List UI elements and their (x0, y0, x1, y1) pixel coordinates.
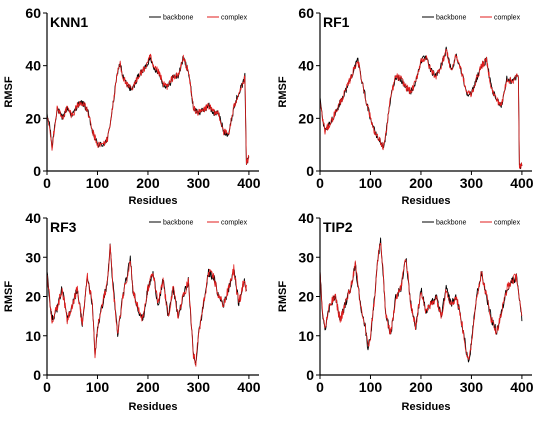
series-line-backbone (46, 56, 250, 165)
chart-panel-rf1: 0 100 200 300 400 0 20 40 60 RF1 Residues RMSF backb… (277, 5, 534, 207)
legend-label-complex: complex (221, 15, 248, 22)
panel-title: TIP2 (323, 219, 353, 235)
x-tick-label: 300 (460, 175, 484, 191)
legend-label-backbone: backbone (436, 15, 466, 22)
x-axis-label: Residues (129, 195, 178, 207)
y-tick-label: 0 (306, 367, 314, 383)
series-line-complex (46, 244, 247, 367)
series-line-complex (319, 48, 523, 169)
legend-label-backbone: backbone (163, 220, 193, 227)
y-axis-label: RMSF (277, 281, 289, 312)
y-tick-label: 40 (298, 210, 314, 226)
series-line-backbone (319, 237, 523, 363)
series-line-complex (319, 242, 523, 360)
y-tick-label: 10 (25, 328, 41, 344)
y-tick-label: 40 (25, 210, 41, 226)
x-tick-label: 0 (316, 379, 324, 395)
x-tick-label: 0 (43, 175, 51, 191)
y-tick-label: 0 (33, 367, 41, 383)
x-tick-label: 200 (409, 175, 433, 191)
x-tick-label: 300 (187, 379, 211, 395)
y-tick-label: 30 (25, 249, 41, 265)
y-tick-label: 20 (298, 289, 314, 305)
x-tick-label: 0 (43, 379, 51, 395)
x-tick-label: 100 (86, 379, 110, 395)
chart-panel-tip2: 0 100 200 300 400 0 10 20 30 40 TIP2 Residues RMSF ba… (277, 210, 534, 413)
y-tick-label: 60 (298, 5, 314, 21)
x-tick-label: 400 (510, 175, 534, 191)
x-tick-label: 300 (187, 175, 211, 191)
x-axis-label: Residues (129, 401, 178, 413)
y-axis-label: RMSF (277, 76, 289, 107)
y-tick-label: 40 (25, 58, 41, 74)
x-tick-label: 400 (510, 379, 534, 395)
y-tick-label: 30 (298, 249, 314, 265)
x-tick-label: 400 (237, 379, 261, 395)
legend-label-complex: complex (221, 220, 248, 227)
chart-panel-knn1: 0 100 200 300 400 0 20 40 60 KNN1 Residues RMSF back… (3, 5, 261, 207)
series-line-backbone (46, 243, 247, 366)
y-tick-label: 60 (25, 5, 41, 21)
panel-title: RF1 (323, 14, 350, 30)
legend-label-complex: complex (494, 15, 521, 22)
panel-title: KNN1 (50, 14, 88, 30)
x-tick-label: 100 (86, 175, 110, 191)
y-tick-label: 20 (25, 110, 41, 126)
series-line-complex (46, 53, 250, 165)
y-axis-label: RMSF (3, 76, 15, 107)
x-tick-label: 0 (316, 175, 324, 191)
panel-title: RF3 (50, 219, 77, 235)
x-axis-label: Residues (402, 401, 451, 413)
y-axis-label: RMSF (3, 281, 15, 312)
chart-panel-rf3: 0 100 200 300 400 0 10 20 30 40 RF3 Residues RMSF bac… (3, 210, 261, 413)
legend-label-complex: complex (494, 220, 521, 227)
x-tick-label: 300 (460, 379, 484, 395)
x-tick-label: 200 (409, 379, 433, 395)
y-tick-label: 0 (33, 163, 41, 179)
x-tick-label: 100 (359, 379, 383, 395)
y-tick-label: 20 (25, 289, 41, 305)
y-tick-label: 0 (306, 163, 314, 179)
x-tick-label: 200 (136, 379, 160, 395)
y-tick-label: 40 (298, 58, 314, 74)
y-tick-label: 10 (298, 328, 314, 344)
legend-label-backbone: backbone (436, 220, 466, 227)
x-tick-label: 400 (237, 175, 261, 191)
y-tick-label: 20 (298, 110, 314, 126)
x-axis-label: Residues (402, 195, 451, 207)
x-tick-label: 100 (359, 175, 383, 191)
x-tick-label: 200 (136, 175, 160, 191)
legend-label-backbone: backbone (163, 15, 193, 22)
series-line-backbone (319, 46, 523, 170)
